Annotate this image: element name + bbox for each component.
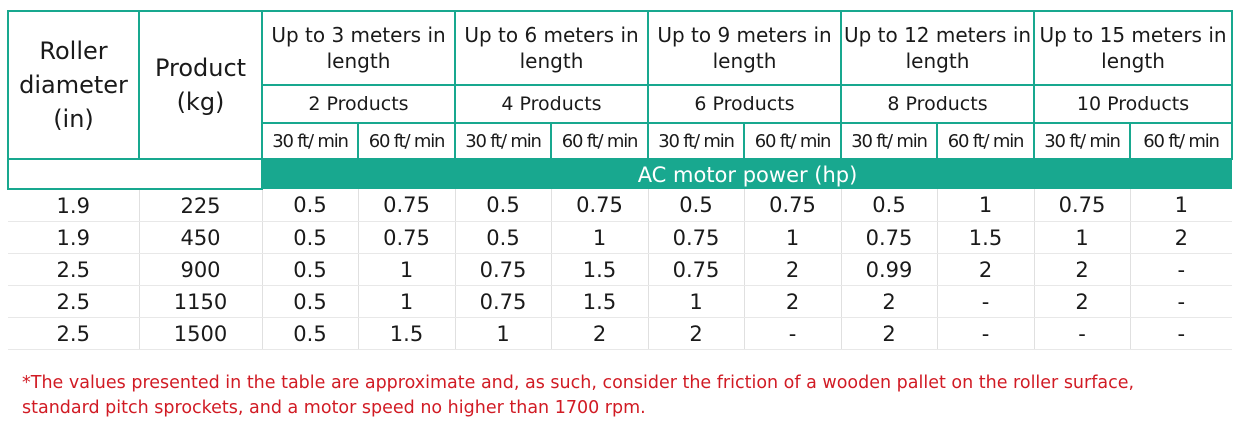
power-cell: 2 xyxy=(647,317,744,350)
speed-header: 30 ft/ min xyxy=(1033,122,1132,160)
power-cell: 0.75 xyxy=(647,253,744,286)
power-cell: 1 xyxy=(550,221,648,254)
product-cell: 1500 xyxy=(138,317,262,350)
length-header-9m: Up to 9 meters in length xyxy=(647,10,842,86)
product-header: Product (kg) xyxy=(138,10,263,160)
products-header: 6 Products xyxy=(647,84,842,124)
speed-header: 30 ft/ min xyxy=(261,122,359,160)
power-cell: - xyxy=(1129,317,1233,350)
power-cell: 0.75 xyxy=(357,221,455,254)
length-header-12m: Up to 12 meters in length xyxy=(839,10,1036,86)
footnote: *The values presented in the table are a… xyxy=(22,371,1222,421)
power-cell: 1 xyxy=(1033,221,1131,254)
power-cell: 0.75 xyxy=(454,285,551,318)
length-header-6m: Up to 6 meters in length xyxy=(454,10,649,86)
table-row: 2.5 1150 0.5 1 0.75 1.5 1 2 2-2- xyxy=(8,285,1233,318)
roller-diameter-cell: 2.5 xyxy=(8,317,139,350)
table-row: 2.5 1500 0.5 1.5 1 2 2-2- - - xyxy=(8,317,1233,350)
speed-header: 60 ft/ min xyxy=(935,122,1036,160)
speed-header: 60 ft/ min xyxy=(1129,122,1234,160)
power-cell: 0.5 xyxy=(454,221,551,254)
power-cell: 0.75 xyxy=(550,189,648,222)
power-cell: 2 xyxy=(1033,253,1131,286)
products-header: 10 Products xyxy=(1033,84,1234,124)
speed-header: 30 ft/ min xyxy=(647,122,745,160)
roller-diameter-cell: 1.9 xyxy=(8,221,139,254)
table-row: 1.9 450 0.5 0.75 0.5 1 0.75 1 0.75 1.5 1 2 xyxy=(8,221,1233,254)
power-cell: 0.5 xyxy=(261,253,358,286)
power-cell: - xyxy=(1129,285,1233,318)
power-cell: 1.5 xyxy=(550,253,648,286)
power-cell: 0.5 xyxy=(261,317,358,350)
power-cell: 0.5 xyxy=(647,189,744,222)
products-header: 8 Products xyxy=(839,84,1036,124)
speed-header: 30 ft/ min xyxy=(454,122,552,160)
power-cell: 1 xyxy=(357,285,455,318)
power-cell: 0.5 xyxy=(840,189,937,222)
roller-diameter-header: Roller diameter (in) xyxy=(7,10,140,160)
power-cell: 0.75 xyxy=(1033,189,1131,222)
power-cell: 1.5 xyxy=(550,285,648,318)
band-spacer xyxy=(7,159,263,190)
products-header: 2 Products xyxy=(261,84,456,124)
power-cell: 1.5 xyxy=(357,317,455,350)
power-cell: 1.5 xyxy=(936,221,1035,254)
power-cell: 1 xyxy=(357,253,455,286)
power-cell: 2 xyxy=(936,253,1035,286)
length-header-3m: Up to 3 meters in length xyxy=(261,10,456,86)
product-cell: 1150 xyxy=(138,285,262,318)
length-header-15m: Up to 15 meters in length xyxy=(1033,10,1234,86)
roller-diameter-cell: 2.5 xyxy=(8,285,139,318)
power-cell: 2 xyxy=(840,285,937,318)
power-cell: 0.5 xyxy=(261,285,358,318)
products-header: 4 Products xyxy=(454,84,649,124)
power-cell: 2 xyxy=(743,253,841,286)
power-cell: 1 xyxy=(743,221,841,254)
motor-power-table: Roller diameter (in) Product (kg) Up to … xyxy=(7,10,1234,350)
power-cell: 2 xyxy=(1033,285,1131,318)
footnote-line: standard pitch sprockets, and a motor sp… xyxy=(22,398,646,418)
power-cell: 0.75 xyxy=(840,221,937,254)
product-cell: 900 xyxy=(138,253,262,286)
power-cell: 2 xyxy=(1129,221,1233,254)
power-cell: 0.5 xyxy=(261,221,358,254)
power-cell: 0.75 xyxy=(357,189,455,222)
power-cell: - xyxy=(936,317,1035,350)
table-row: 2.5 900 0.5 1 0.75 1.5 0.75 2 0.99 2 2- xyxy=(8,253,1233,286)
product-cell: 450 xyxy=(138,221,262,254)
speed-header: 60 ft/ min xyxy=(550,122,649,160)
power-cell: 0.75 xyxy=(454,253,551,286)
product-cell: 225 xyxy=(138,189,262,222)
power-cell: - xyxy=(1129,253,1233,286)
power-cell: - xyxy=(1033,317,1131,350)
roller-diameter-cell: 2.5 xyxy=(8,253,139,286)
power-cell: 0.99 xyxy=(840,253,937,286)
power-cell: 0.75 xyxy=(743,189,841,222)
table-body: 1.9 225 0.5 0.75 0.5 0.75 0.5 0.75 0.5 1 0.75 1 1.9 4… xyxy=(8,189,1233,350)
table-row: 1.9 225 0.5 0.75 0.5 0.75 0.5 0.75 0.5 1 0.75 1 xyxy=(8,189,1233,222)
power-cell: 1 xyxy=(936,189,1035,222)
speed-header: 30 ft/ min xyxy=(840,122,938,160)
power-cell: 0.75 xyxy=(647,221,744,254)
ac-motor-power-band: AC motor power (hp) xyxy=(262,159,1233,189)
speed-header: 60 ft/ min xyxy=(743,122,842,160)
power-cell: 2 xyxy=(840,317,937,350)
power-cell: 1 xyxy=(647,285,744,318)
power-cell: 2 xyxy=(743,285,841,318)
power-cell: 1 xyxy=(454,317,551,350)
speed-header: 60 ft/ min xyxy=(357,122,456,160)
power-cell: 1 xyxy=(1129,189,1233,222)
power-cell: 0.5 xyxy=(261,189,358,222)
power-cell: - xyxy=(936,285,1035,318)
roller-diameter-cell: 1.9 xyxy=(8,189,139,222)
power-cell: 0.5 xyxy=(454,189,551,222)
power-cell: - xyxy=(743,317,841,350)
footnote-line: *The values presented in the table are a… xyxy=(22,373,1135,393)
power-cell: 2 xyxy=(550,317,648,350)
